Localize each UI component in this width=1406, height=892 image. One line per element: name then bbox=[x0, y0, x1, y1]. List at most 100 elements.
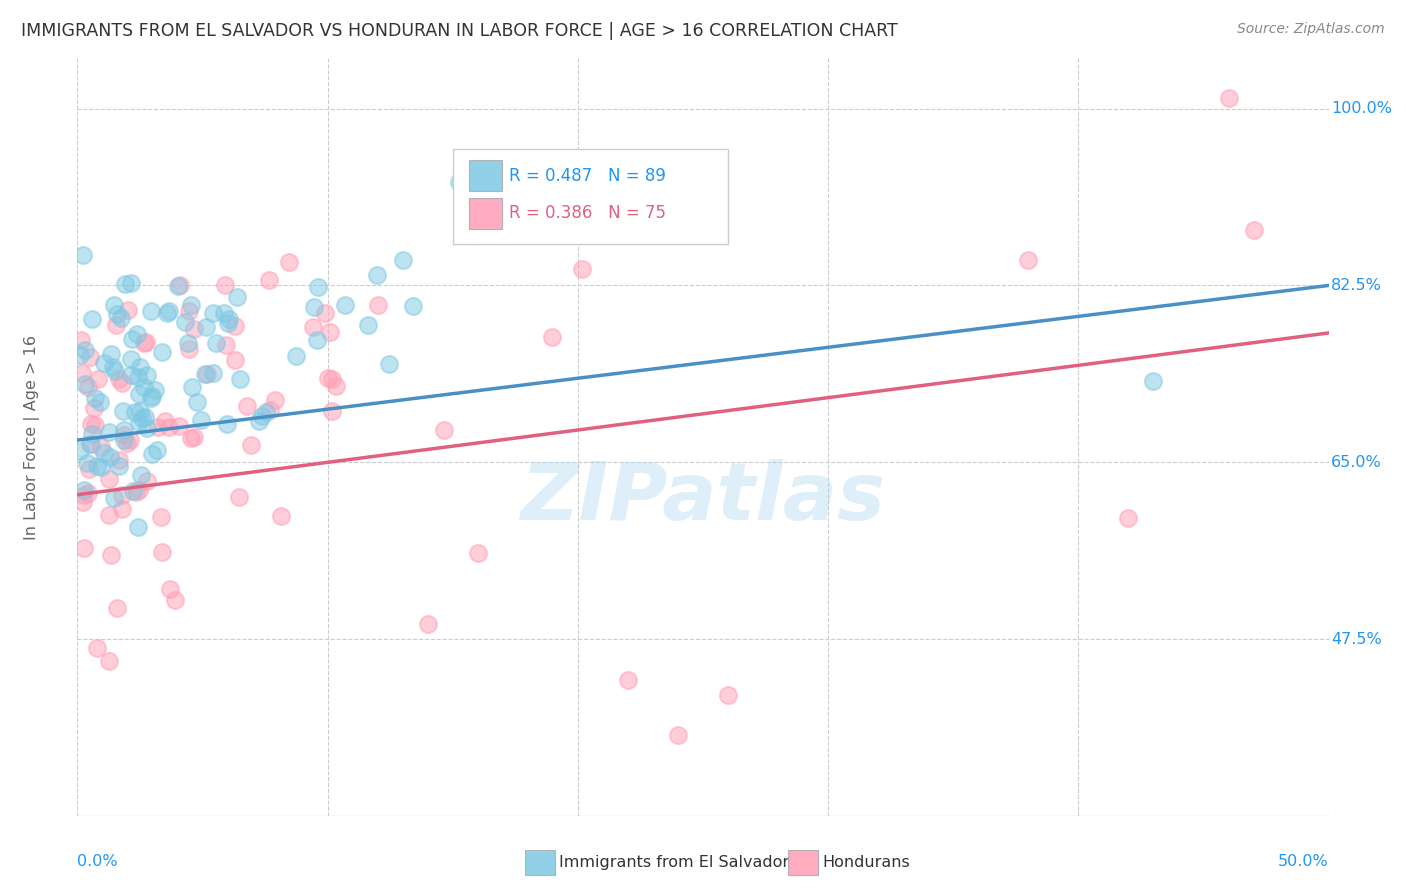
Text: R = 0.386   N = 75: R = 0.386 N = 75 bbox=[509, 204, 666, 222]
Point bbox=[284, 349, 307, 363]
Point bbox=[259, 402, 281, 417]
Point bbox=[467, 546, 489, 560]
Point bbox=[173, 315, 195, 329]
Point bbox=[228, 490, 250, 504]
FancyBboxPatch shape bbox=[470, 161, 502, 191]
Point bbox=[135, 334, 157, 349]
Point bbox=[107, 372, 129, 386]
Point bbox=[90, 460, 112, 475]
Point bbox=[89, 395, 111, 409]
Point bbox=[128, 403, 150, 417]
Point bbox=[80, 311, 103, 326]
Point bbox=[186, 395, 208, 409]
Point bbox=[717, 688, 740, 702]
Point bbox=[73, 541, 96, 555]
Point bbox=[101, 360, 124, 375]
Point bbox=[93, 356, 115, 370]
Point bbox=[169, 418, 191, 433]
Text: In Labor Force | Age > 16: In Labor Force | Age > 16 bbox=[24, 334, 39, 540]
Point bbox=[224, 353, 246, 368]
Point bbox=[183, 322, 205, 336]
Point bbox=[135, 368, 157, 382]
Point bbox=[125, 484, 148, 499]
Point bbox=[239, 438, 262, 452]
Text: R = 0.487   N = 89: R = 0.487 N = 89 bbox=[509, 167, 666, 185]
Point bbox=[159, 582, 181, 596]
Point bbox=[73, 377, 96, 392]
Point bbox=[214, 278, 236, 293]
Point bbox=[180, 298, 202, 312]
Point bbox=[224, 318, 246, 333]
Point bbox=[215, 338, 238, 352]
Point bbox=[104, 364, 127, 378]
Point bbox=[1142, 375, 1164, 389]
Point bbox=[177, 335, 200, 350]
Point bbox=[80, 437, 103, 451]
Point bbox=[254, 405, 277, 419]
Point bbox=[197, 368, 219, 382]
Point bbox=[86, 641, 108, 656]
Point bbox=[141, 303, 163, 318]
Point bbox=[112, 423, 135, 437]
Point bbox=[177, 342, 200, 356]
Point bbox=[190, 413, 212, 427]
Text: 0.0%: 0.0% bbox=[77, 855, 118, 869]
Point bbox=[90, 440, 112, 454]
Point bbox=[132, 336, 155, 351]
Point bbox=[307, 333, 329, 347]
Text: 100.0%: 100.0% bbox=[1331, 101, 1392, 116]
Point bbox=[201, 306, 224, 320]
Point bbox=[141, 391, 163, 405]
Point bbox=[217, 316, 239, 330]
Point bbox=[128, 415, 150, 429]
Text: 47.5%: 47.5% bbox=[1331, 632, 1382, 647]
Point bbox=[307, 280, 329, 294]
Point bbox=[165, 593, 187, 607]
Point bbox=[225, 290, 247, 304]
Point bbox=[73, 488, 96, 502]
Point bbox=[125, 326, 148, 341]
Point bbox=[541, 330, 564, 344]
Point bbox=[97, 425, 120, 440]
Point bbox=[250, 409, 273, 423]
Point bbox=[108, 453, 131, 467]
Point bbox=[666, 728, 689, 742]
Point bbox=[72, 495, 94, 509]
Point bbox=[127, 370, 149, 384]
Point bbox=[136, 421, 159, 435]
Point bbox=[314, 306, 336, 320]
Point bbox=[112, 428, 135, 442]
Point bbox=[131, 411, 153, 425]
Point bbox=[84, 392, 107, 406]
Point bbox=[134, 409, 156, 424]
Point bbox=[111, 487, 134, 501]
Point bbox=[128, 387, 150, 401]
Text: ZIPatlas: ZIPatlas bbox=[520, 458, 886, 537]
Point bbox=[378, 357, 401, 371]
Text: 65.0%: 65.0% bbox=[1331, 455, 1382, 470]
Point bbox=[97, 472, 120, 486]
Point bbox=[75, 343, 97, 358]
Point bbox=[212, 306, 235, 320]
Point bbox=[148, 420, 170, 434]
Point bbox=[169, 277, 191, 292]
Point bbox=[80, 417, 103, 431]
Point bbox=[156, 306, 179, 320]
Point bbox=[120, 368, 142, 383]
Point bbox=[218, 312, 240, 326]
Point bbox=[249, 414, 271, 428]
Point bbox=[69, 443, 91, 458]
Point bbox=[391, 253, 413, 268]
Text: Hondurans: Hondurans bbox=[823, 855, 910, 870]
Point bbox=[77, 462, 100, 476]
Point bbox=[152, 345, 174, 359]
Point bbox=[76, 456, 98, 470]
Point bbox=[98, 654, 121, 668]
Point bbox=[124, 405, 146, 419]
Point bbox=[129, 359, 152, 374]
Point bbox=[121, 332, 143, 346]
Point bbox=[157, 419, 180, 434]
Text: Source: ZipAtlas.com: Source: ZipAtlas.com bbox=[1237, 22, 1385, 37]
Point bbox=[98, 508, 121, 523]
Point bbox=[335, 298, 357, 312]
